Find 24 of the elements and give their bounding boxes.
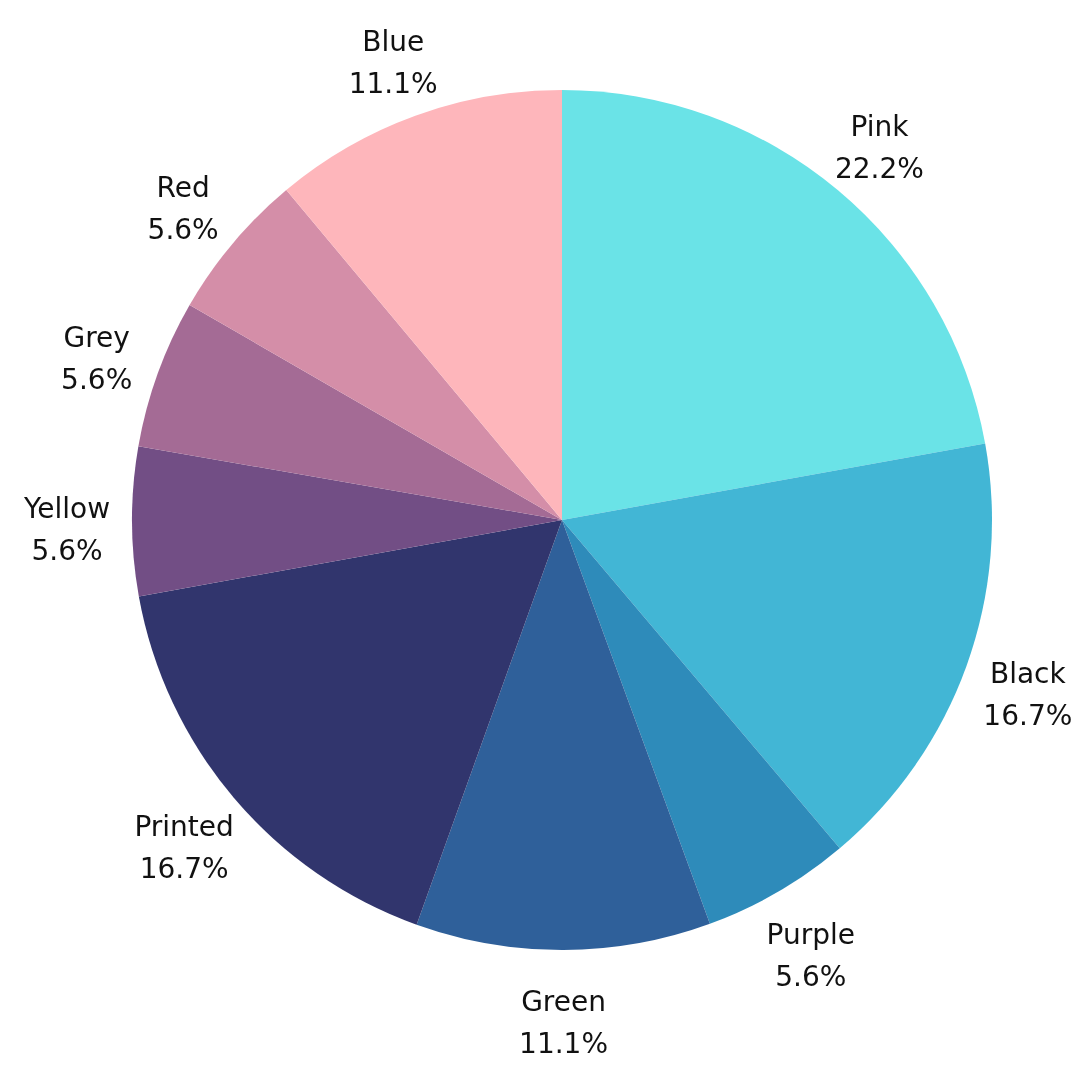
data-label: 11.1% (519, 1027, 609, 1060)
pie-slice (138, 305, 562, 520)
slice-label: Green (521, 985, 606, 1018)
slice-label: Pink (850, 110, 910, 144)
pie-slice (562, 90, 986, 520)
pie-slice (138, 520, 562, 925)
data-label: 22.2% (834, 152, 924, 186)
pie-slice (132, 446, 562, 597)
pie-slice (416, 520, 710, 950)
data-label: 16.7% (983, 699, 1073, 733)
data-label: 5.6% (61, 363, 133, 397)
slice-label: Black (989, 657, 1067, 691)
slice-label: Blue (362, 24, 425, 58)
pie-slice (562, 520, 840, 924)
slice-label: Purple (766, 917, 856, 951)
data-label: 5.6% (775, 959, 847, 993)
data-label: 11.1% (348, 66, 438, 100)
data-label: 5.6% (31, 533, 103, 567)
slice-label: Printed (134, 809, 234, 843)
slice-label: Grey (63, 321, 130, 355)
slice-label: Red (156, 171, 210, 205)
data-label: 16.7% (139, 851, 229, 885)
data-label: 5.6% (147, 213, 219, 247)
slice-label: Yellow (22, 491, 111, 525)
